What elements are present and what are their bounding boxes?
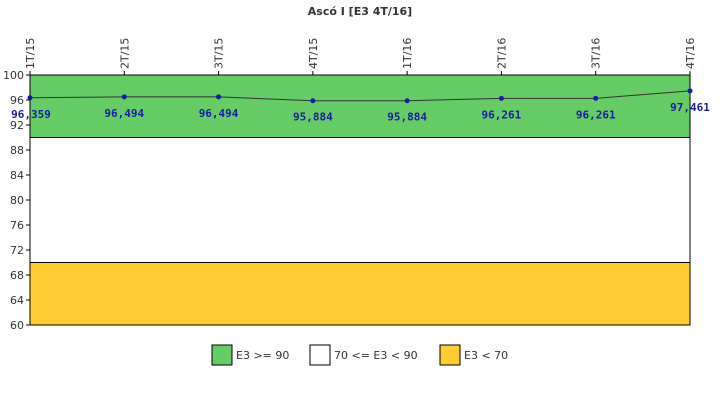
legend: E3 >= 90 70 <= E3 < 90 E3 < 70 (211, 344, 508, 366)
y-tick-label: 64 (10, 294, 24, 307)
data-label: 96,261 (482, 108, 522, 121)
data-point (404, 98, 410, 104)
legend-label: E3 >= 90 (236, 349, 289, 362)
y-tick-label: 88 (10, 144, 24, 157)
x-tick-label: 2T/15 (118, 38, 131, 69)
band-0 (29, 74, 691, 138)
y-tick-label: 68 (10, 269, 24, 282)
legend-label: E3 < 70 (464, 349, 508, 362)
x-tick-label: 3T/15 (213, 38, 226, 69)
y-tick-label: 92 (10, 119, 24, 132)
band-1 (29, 137, 691, 263)
x-tick-label: 3T/16 (590, 38, 603, 69)
chart-title: Ascó I [E3 4T/16] (308, 5, 412, 18)
legend-swatch (309, 344, 331, 366)
x-tick-label: 1T/15 (24, 38, 37, 69)
x-tick-label: 1T/16 (401, 38, 414, 69)
data-label: 96,359 (11, 108, 51, 121)
y-tick-label: 60 (10, 319, 24, 332)
legend-label: 70 <= E3 < 90 (334, 349, 418, 362)
data-label: 95,884 (387, 111, 427, 124)
y-tick-label: 72 (10, 244, 24, 257)
legend-swatch (211, 344, 233, 366)
data-label: 97,461 (670, 101, 710, 114)
data-label: 95,884 (293, 111, 333, 124)
y-tick-label: 96 (10, 94, 24, 107)
data-point (216, 94, 222, 100)
data-label: 96,494 (199, 107, 239, 120)
data-point (121, 94, 127, 100)
x-tick-label: 2T/16 (495, 38, 508, 69)
x-tick-label: 4T/16 (684, 38, 697, 69)
band-2 (29, 262, 691, 326)
data-point (27, 95, 33, 101)
data-label: 96,261 (576, 108, 616, 121)
data-point (310, 98, 316, 104)
y-tick-label: 80 (10, 194, 24, 207)
y-tick-label: 84 (10, 169, 24, 182)
series-line (29, 90, 691, 102)
data-point (687, 88, 693, 94)
y-tick-label: 76 (10, 219, 24, 232)
data-point (593, 95, 599, 101)
data-point (498, 95, 504, 101)
x-tick-label: 4T/15 (307, 38, 320, 69)
data-label: 96,494 (104, 107, 144, 120)
legend-swatch (439, 344, 461, 366)
y-tick-label: 100 (3, 69, 24, 82)
